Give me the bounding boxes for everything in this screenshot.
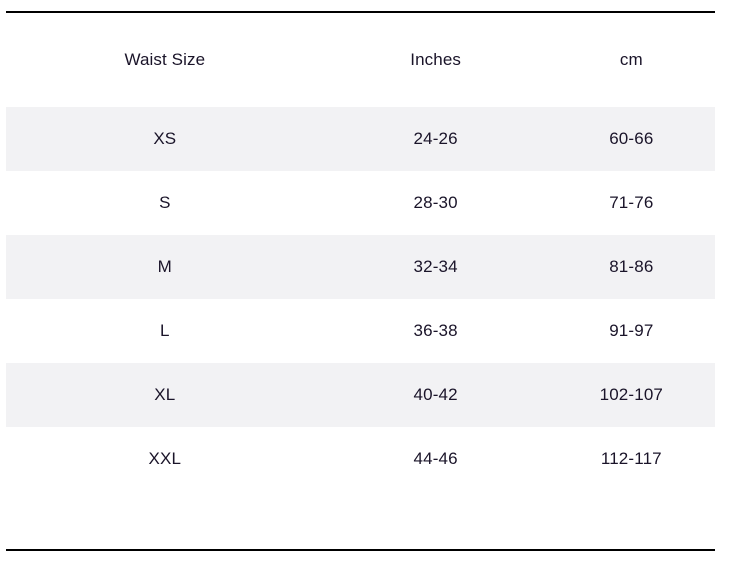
cell-inches: 36-38 [413,321,458,340]
size-table: Waist Size Inches cm XS 24-26 60-66 S 28… [6,13,715,491]
cell-waist-size: M [157,257,172,276]
column-header-cm: cm [619,50,643,69]
cell-inches: 28-30 [413,193,458,212]
table-row: M 32-34 81-86 [6,235,715,299]
cell-waist-size: XXL [148,449,182,468]
table-bottom-spacer [6,491,715,549]
cell-waist-size: L [160,321,170,340]
cell-cm: 112-117 [600,449,662,468]
table-row: XL 40-42 102-107 [6,363,715,427]
table-row: XS 24-26 60-66 [6,107,715,171]
cell-inches: 44-46 [413,449,458,468]
table-body: XS 24-26 60-66 S 28-30 71-76 M 32-34 81-… [6,107,715,491]
cell-waist-size: S [159,193,171,212]
cell-cm: 81-86 [609,257,654,276]
cell-cm: 60-66 [609,129,654,148]
column-header-waist-size: Waist Size [124,50,206,69]
cell-cm: 71-76 [609,193,654,212]
table-row: S 28-30 71-76 [6,171,715,235]
cell-waist-size: XL [154,385,176,404]
cell-inches: 32-34 [413,257,458,276]
cell-inches: 40-42 [413,385,458,404]
table-row: L 36-38 91-97 [6,299,715,363]
cell-cm: 102-107 [599,385,664,404]
waist-size-chart: Waist Size Inches cm XS 24-26 60-66 S 28… [6,11,715,551]
table-top-rule [6,11,715,13]
cell-waist-size: XS [153,129,177,148]
table-header: Waist Size Inches cm [6,13,715,107]
cell-cm: 91-97 [609,321,654,340]
table-bottom-rule [6,549,715,551]
cell-inches: 24-26 [413,129,458,148]
column-header-inches: Inches [410,50,461,69]
table-header-row: Waist Size Inches cm [6,13,715,107]
table-row: XXL 44-46 112-117 [6,427,715,491]
